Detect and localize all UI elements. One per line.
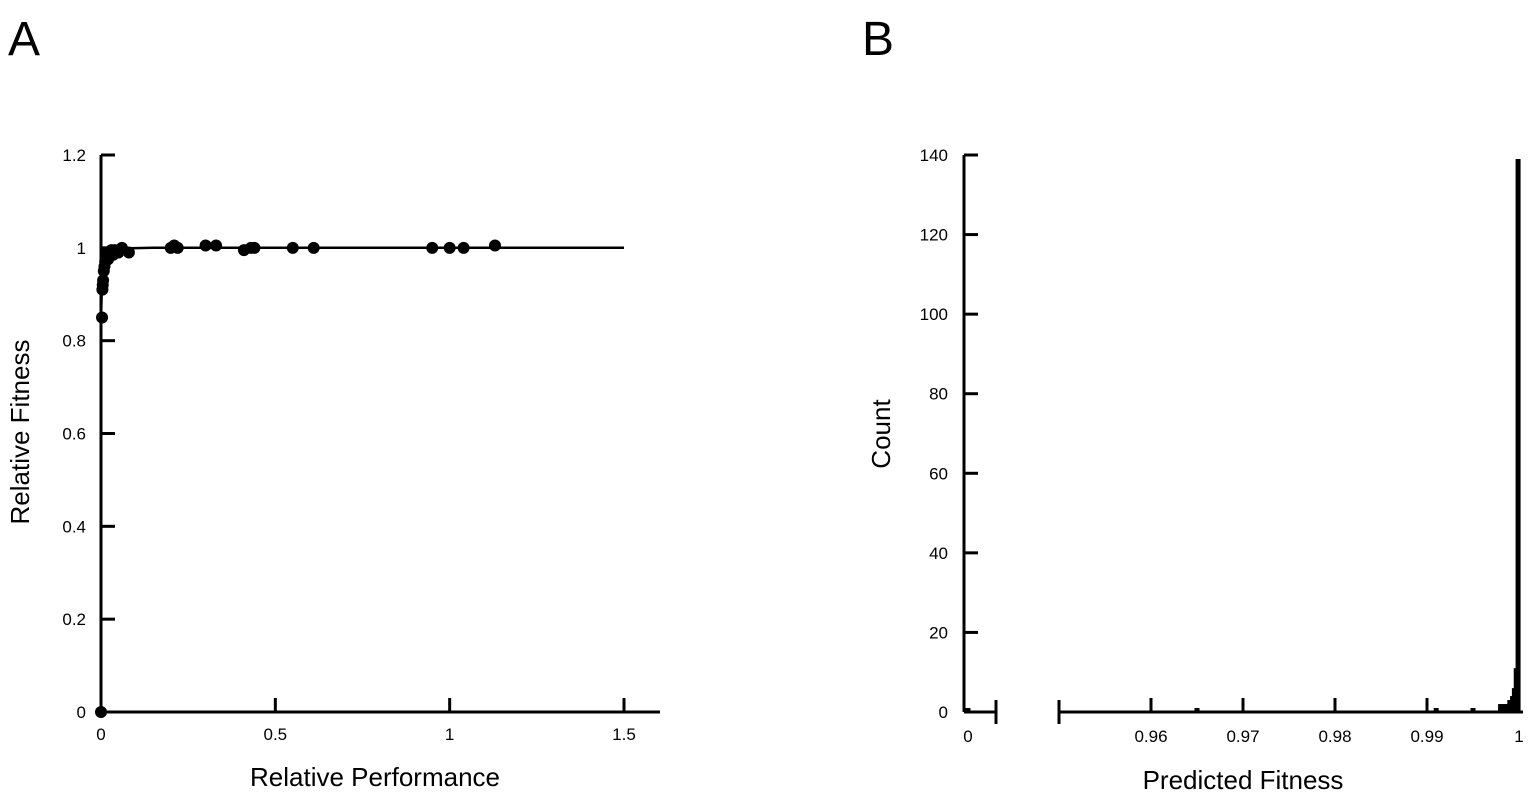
chart-a-y-tick-label: 0 [77, 703, 86, 722]
chart-b-bar [965, 708, 971, 712]
chart-a-y-title: Relative Fitness [5, 340, 35, 525]
chart-b-x-ticks: 0 0.96 0.97 0.98 0.99 1 [963, 698, 1524, 746]
chart-a-y-tick-label: 0.6 [62, 425, 86, 444]
chart-a-point [96, 311, 109, 324]
chart-a-y-tick-label: 0.8 [62, 332, 86, 351]
chart-a-fit-curve [99, 246, 624, 318]
chart-a-y-tick-label: 1 [77, 239, 86, 258]
chart-b-x-tick-label: 0.96 [1134, 727, 1167, 746]
chart-b-bars [965, 158, 1521, 712]
chart-a-y-ticks: 0 0.2 0.4 0.6 0.8 1 1.2 [62, 146, 115, 722]
chart-a-y-tick-label: 0.2 [62, 610, 86, 629]
chart-a-point [286, 241, 299, 254]
chart-b-y-tick-label: 20 [929, 623, 948, 642]
chart-a-point [248, 241, 261, 254]
chart-b: 0 20 40 60 80 100 120 140 0 0.96 0.97 0.98 0.99 1 Pr… [866, 146, 1524, 795]
panel-b-letter: B [862, 13, 894, 66]
chart-a-y-tick-label: 1.2 [62, 146, 86, 165]
chart-b-axes [962, 155, 1523, 724]
chart-b-x-tick-label: 1 [1514, 727, 1523, 746]
chart-a-point [443, 241, 456, 254]
chart-b-y-tick-label: 100 [920, 305, 948, 324]
chart-b-y-tick-label: 140 [920, 146, 948, 165]
chart-a-point [95, 706, 107, 718]
chart-b-x-tick-label: 0.97 [1226, 727, 1259, 746]
chart-b-y-tick-label: 60 [929, 464, 948, 483]
chart-a-point [210, 239, 223, 252]
chart-a-x-tick-label: 0 [96, 725, 105, 744]
chart-a-x-title: Relative Performance [250, 762, 500, 792]
chart-b-bar [1507, 700, 1513, 712]
chart-b-y-tick-label: 0 [939, 703, 948, 722]
chart-a: 0 0.2 0.4 0.6 0.8 1 1.2 0 0.5 1 1.5 Relative Perf… [5, 146, 660, 792]
chart-b-x-tick-label: 0.98 [1318, 727, 1351, 746]
chart-a-point [171, 241, 184, 254]
chart-a-x-ticks: 0 0.5 1 1.5 [96, 698, 636, 744]
chart-b-y-ticks: 0 20 40 60 80 100 120 140 [920, 146, 978, 722]
chart-a-x-tick-label: 1 [445, 725, 454, 744]
chart-a-x-tick-label: 1.5 [612, 725, 636, 744]
chart-a-y-tick-label: 0.4 [62, 517, 86, 536]
chart-b-bar [1194, 708, 1200, 712]
chart-a-point [97, 274, 110, 287]
chart-a-point [426, 241, 439, 254]
chart-b-x-tick-label: 0.99 [1410, 727, 1443, 746]
chart-a-point [488, 239, 501, 252]
chart-b-y-tick-label: 40 [929, 544, 948, 563]
chart-a-x-tick-label: 0.5 [264, 725, 288, 744]
chart-b-x-tick-label: 0 [963, 727, 972, 746]
panel-a-letter: A [8, 13, 40, 66]
chart-a-point [307, 241, 320, 254]
chart-b-y-tick-label: 120 [920, 226, 948, 245]
chart-b-bar [1470, 708, 1476, 712]
chart-a-point [122, 246, 135, 259]
chart-b-x-title: Predicted Fitness [1143, 765, 1344, 795]
chart-a-points [95, 239, 501, 718]
chart-b-bar [1498, 704, 1504, 712]
chart-b-bar [1515, 158, 1521, 712]
chart-a-point [199, 239, 212, 252]
chart-b-bar [1502, 704, 1508, 712]
chart-b-bar [1433, 708, 1439, 712]
chart-a-axes [99, 155, 660, 714]
chart-a-point [457, 241, 470, 254]
chart-b-y-tick-label: 80 [929, 385, 948, 404]
chart-b-y-title: Count [866, 399, 896, 469]
